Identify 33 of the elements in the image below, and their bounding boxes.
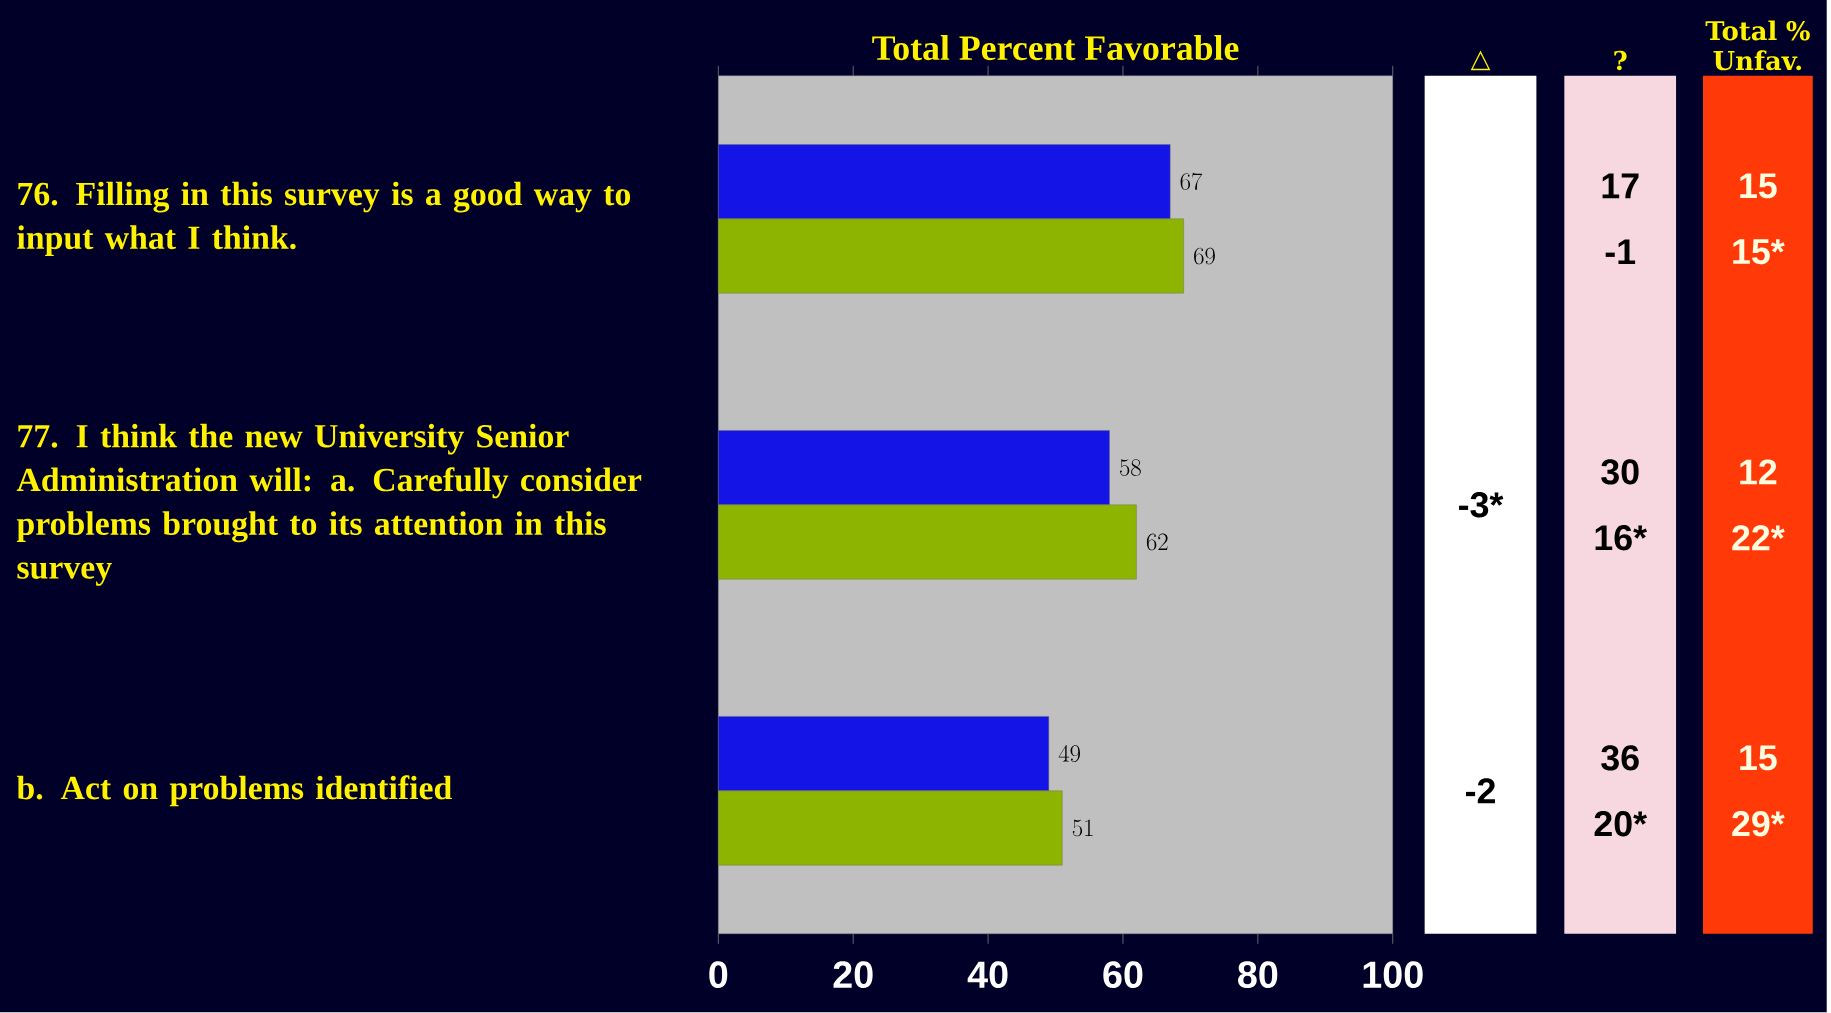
text: 15: [1740, 173, 1777, 199]
chart-title: Total Percent Favorable: [872, 35, 1239, 61]
text: 15: [1740, 745, 1777, 771]
text: 15*: [1733, 239, 1785, 265]
x-tick-label: 80: [1238, 961, 1278, 989]
text: 16*: [1595, 525, 1648, 551]
text: 12: [1740, 459, 1777, 485]
text: 36: [1601, 745, 1639, 771]
x-tick-label: 100: [1363, 961, 1423, 989]
y-tick-label: 76. Filling in this survey is a good way to input what I think.: [17, 181, 631, 257]
text: -1: [1605, 239, 1636, 265]
text: 20*: [1594, 811, 1648, 837]
x-tick-label: 40: [967, 961, 1008, 989]
data-label: 58: [1119, 459, 1141, 477]
text: 29*: [1732, 811, 1785, 837]
text: -2: [1466, 778, 1495, 804]
x-tick-label: 0: [709, 961, 728, 989]
x-tick-label: 60: [1103, 961, 1143, 989]
text: △: [1470, 50, 1491, 71]
text: 17: [1602, 173, 1639, 199]
data-label: 62: [1146, 533, 1168, 551]
data-label: 69: [1194, 247, 1215, 265]
text: Total % Unfav.: [1705, 20, 1810, 71]
text: -3*: [1459, 492, 1504, 518]
y-tick-label: 77. I think the new University Senior Administration will: a. Carefully consider problems brought to its attention in this survey: [16, 424, 642, 586]
text: ?: [1614, 50, 1627, 71]
data-label: 49: [1058, 745, 1080, 763]
text: 22*: [1732, 525, 1785, 551]
data-label: 67: [1180, 173, 1203, 191]
y-tick-label: b. Act on problems identified: [16, 775, 452, 807]
data-label: 51: [1072, 819, 1093, 837]
text: 30: [1601, 459, 1639, 485]
x-tick-label: 20: [833, 961, 873, 989]
